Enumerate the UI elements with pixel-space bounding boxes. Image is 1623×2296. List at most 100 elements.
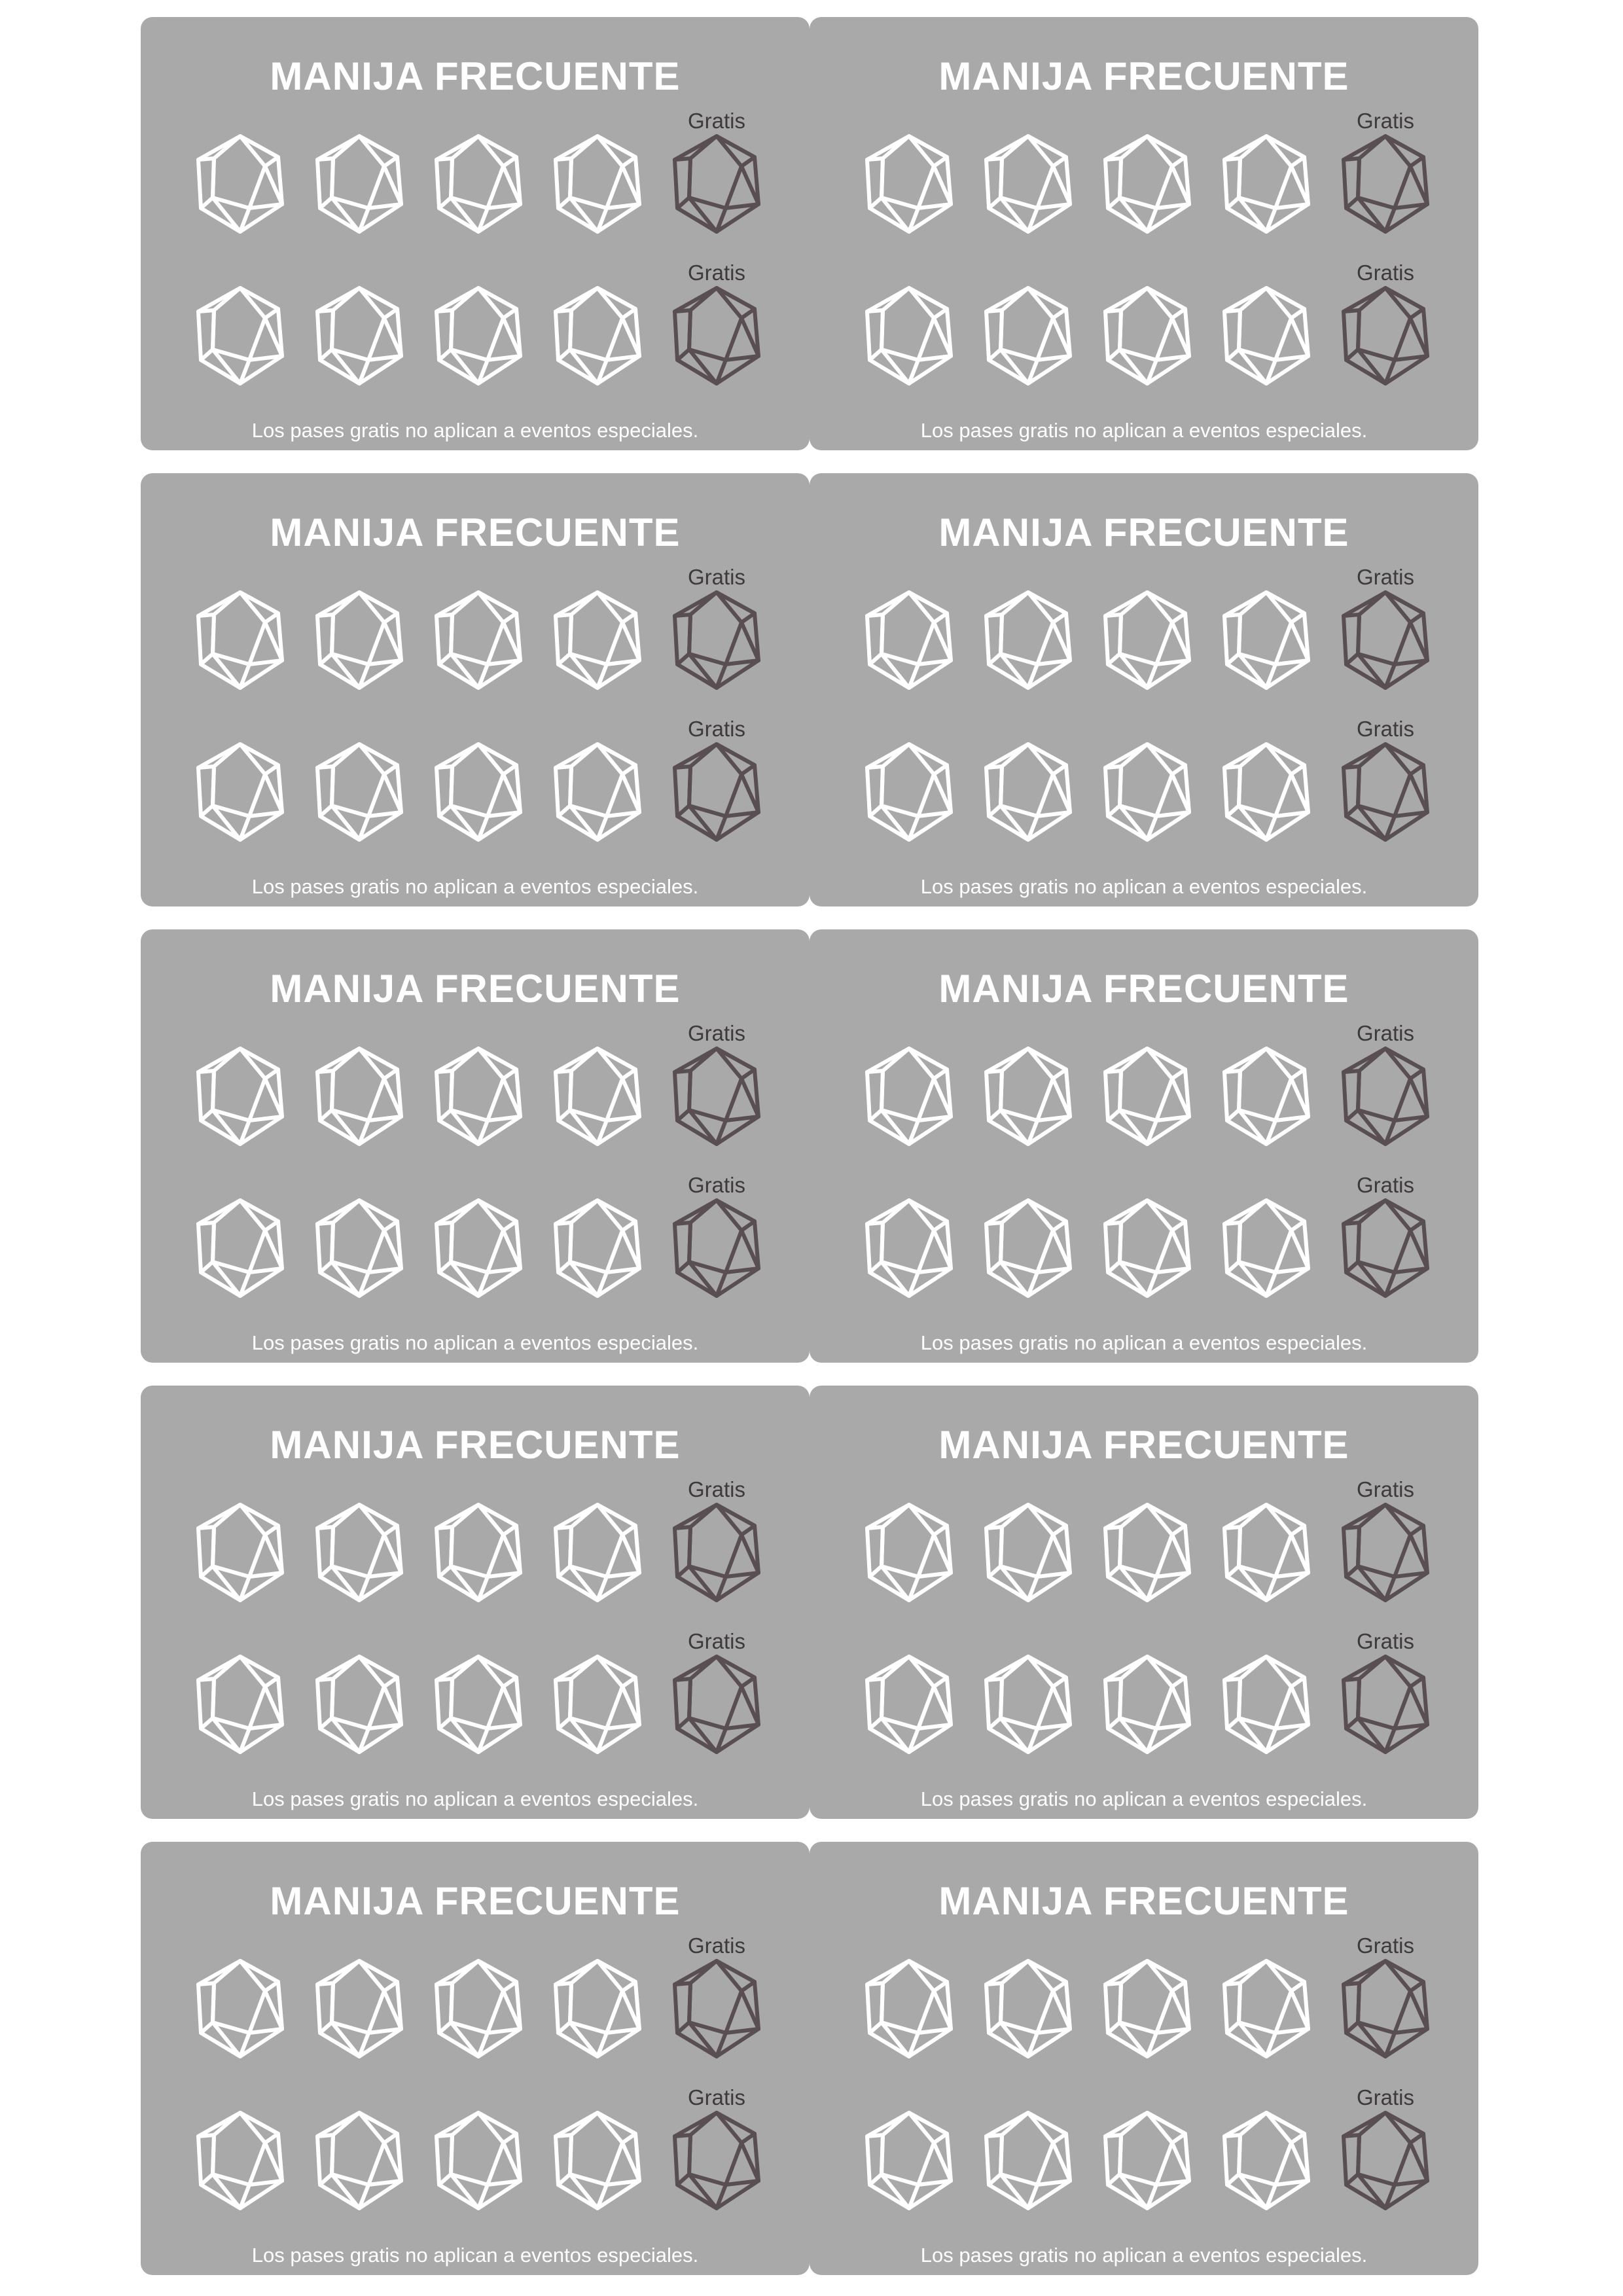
stamp-row: Gratis	[141, 109, 810, 236]
d20-die-icon	[1101, 740, 1193, 844]
d20-die-icon	[194, 588, 286, 692]
d20-die-icon	[194, 1501, 286, 1604]
d20-die-icon	[313, 2109, 405, 2212]
free-label: Gratis	[1356, 1173, 1414, 1197]
d20-die-icon	[982, 284, 1074, 387]
free-label: Gratis	[687, 1629, 745, 1653]
stamp-row: Gratis	[810, 2085, 1478, 2210]
free-label: Gratis	[687, 109, 745, 133]
d20-die-icon	[1101, 132, 1193, 236]
free-label: Gratis	[1356, 2085, 1414, 2109]
d20-die-icon	[1221, 1196, 1312, 1300]
d20-die-icon	[863, 1045, 955, 1148]
d20-die-icon	[1101, 588, 1193, 692]
card-title: MANIJA FRECUENTE	[270, 1423, 681, 1467]
free-d20-die-icon	[1340, 284, 1431, 387]
d20-die-icon	[1101, 1653, 1193, 1756]
free-label: Gratis	[687, 260, 745, 285]
punch-card: MANIJA FRECUENTE Gratis Gratis Los pases gr…	[810, 1386, 1478, 1819]
d20-die-icon	[313, 1957, 405, 2060]
free-label: Gratis	[687, 565, 745, 589]
d20-die-icon	[982, 2109, 1074, 2212]
card-title: MANIJA FRECUENTE	[938, 54, 1349, 98]
stamp-row: Gratis	[141, 1933, 810, 2058]
d20-die-icon	[194, 2109, 286, 2212]
d20-die-icon	[1221, 588, 1312, 692]
free-label: Gratis	[687, 1933, 745, 1958]
free-label: Gratis	[1356, 717, 1414, 741]
free-label: Gratis	[687, 1477, 745, 1501]
d20-die-icon	[1101, 1957, 1193, 2060]
punch-card: MANIJA FRECUENTE Gratis Gratis Los pases gr…	[141, 473, 810, 906]
free-d20-die-icon	[671, 1045, 762, 1148]
d20-die-icon	[194, 740, 286, 844]
free-d20-die-icon	[671, 284, 762, 387]
free-label: Gratis	[687, 2085, 745, 2109]
d20-die-icon	[1221, 1957, 1312, 2060]
punch-card: MANIJA FRECUENTE Gratis Gratis Los pases gr…	[810, 1842, 1478, 2275]
d20-die-icon	[982, 1045, 1074, 1148]
free-d20-die-icon	[1340, 588, 1431, 692]
d20-die-icon	[433, 588, 524, 692]
stamp-row: Gratis	[810, 1021, 1478, 1148]
free-d20-die-icon	[671, 1957, 762, 2060]
punch-card: MANIJA FRECUENTE Gratis Gratis Los pases gr…	[810, 929, 1478, 1363]
d20-die-icon	[1221, 1501, 1312, 1604]
d20-die-icon	[433, 1196, 524, 1300]
free-d20-die-icon	[671, 1196, 762, 1300]
d20-die-icon	[433, 1957, 524, 2060]
d20-die-icon	[1221, 1045, 1312, 1148]
d20-die-icon	[1221, 2109, 1312, 2212]
d20-die-icon	[194, 1045, 286, 1148]
stamp-row: Gratis	[810, 260, 1478, 387]
d20-die-icon	[313, 1196, 405, 1300]
punch-card: MANIJA FRECUENTE Gratis Gratis Los pases gr…	[810, 17, 1478, 450]
d20-die-icon	[313, 132, 405, 236]
d20-die-icon	[863, 1957, 955, 2060]
d20-die-icon	[552, 284, 643, 387]
d20-die-icon	[863, 588, 955, 692]
d20-die-icon	[433, 284, 524, 387]
free-label: Gratis	[687, 1173, 745, 1197]
card-footer-note: Los pases gratis no aplican a eventos es…	[251, 1787, 699, 1810]
card-footer-note: Los pases gratis no aplican a eventos es…	[920, 2244, 1368, 2267]
d20-die-icon	[433, 2109, 524, 2212]
d20-die-icon	[552, 2109, 643, 2212]
punch-card: MANIJA FRECUENTE Gratis Gratis Los pases gr…	[810, 473, 1478, 906]
d20-die-icon	[1101, 1196, 1193, 1300]
d20-die-icon	[313, 1653, 405, 1756]
d20-die-icon	[863, 284, 955, 387]
d20-die-icon	[552, 740, 643, 844]
free-label: Gratis	[1356, 260, 1414, 285]
d20-die-icon	[433, 132, 524, 236]
card-footer-note: Los pases gratis no aplican a eventos es…	[251, 875, 699, 898]
d20-die-icon	[552, 1957, 643, 2060]
d20-die-icon	[313, 740, 405, 844]
card-footer-note: Los pases gratis no aplican a eventos es…	[920, 1787, 1368, 1810]
card-footer-note: Los pases gratis no aplican a eventos es…	[251, 2244, 699, 2267]
free-d20-die-icon	[1340, 132, 1431, 236]
d20-die-icon	[433, 740, 524, 844]
free-label: Gratis	[1356, 1933, 1414, 1958]
d20-die-icon	[982, 1653, 1074, 1756]
d20-die-icon	[863, 1501, 955, 1604]
d20-die-icon	[1221, 284, 1312, 387]
free-label: Gratis	[687, 1021, 745, 1045]
d20-die-icon	[1221, 132, 1312, 236]
d20-die-icon	[982, 1501, 1074, 1604]
punch-card: MANIJA FRECUENTE Gratis Gratis Los pases gr…	[141, 17, 810, 450]
card-title: MANIJA FRECUENTE	[938, 511, 1349, 554]
stamp-row: Gratis	[141, 1477, 810, 1602]
stamp-row: Gratis	[810, 1477, 1478, 1602]
d20-die-icon	[552, 588, 643, 692]
d20-die-icon	[313, 1045, 405, 1148]
d20-die-icon	[863, 1653, 955, 1756]
d20-die-icon	[982, 588, 1074, 692]
stamp-row: Gratis	[141, 260, 810, 387]
d20-die-icon	[863, 1196, 955, 1300]
d20-die-icon	[552, 1196, 643, 1300]
card-title: MANIJA FRECUENTE	[938, 1879, 1349, 1923]
d20-die-icon	[194, 284, 286, 387]
stamp-row: Gratis	[810, 565, 1478, 692]
card-title: MANIJA FRECUENTE	[270, 1879, 681, 1923]
